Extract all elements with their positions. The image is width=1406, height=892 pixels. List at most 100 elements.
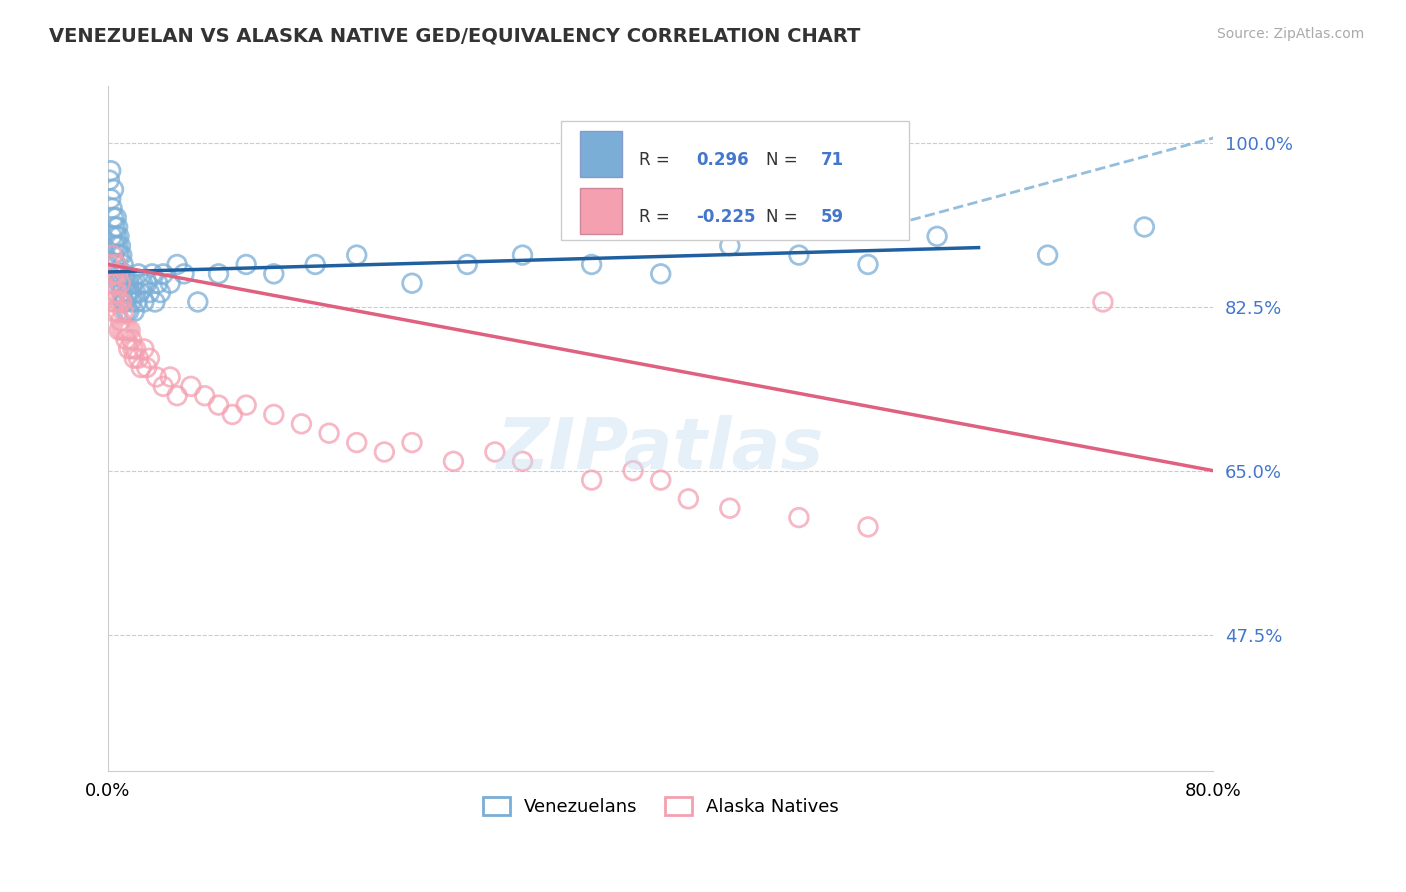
Point bbox=[122, 351, 145, 366]
Point bbox=[108, 248, 131, 262]
Point bbox=[104, 219, 127, 234]
Point bbox=[718, 238, 741, 252]
Point bbox=[114, 323, 136, 337]
Point bbox=[180, 379, 202, 393]
Point bbox=[166, 389, 188, 403]
Point bbox=[112, 304, 135, 318]
Point bbox=[111, 277, 134, 291]
Point bbox=[1133, 219, 1156, 234]
Point bbox=[110, 267, 132, 281]
Point bbox=[118, 277, 141, 291]
Point bbox=[121, 295, 143, 310]
Point bbox=[135, 360, 157, 375]
Point bbox=[103, 304, 125, 318]
Point bbox=[100, 277, 122, 291]
Point bbox=[678, 491, 700, 506]
Point bbox=[103, 211, 125, 225]
Point bbox=[718, 501, 741, 516]
Point bbox=[194, 389, 217, 403]
Point bbox=[235, 257, 257, 271]
Text: R =: R = bbox=[638, 151, 675, 169]
Text: N =: N = bbox=[766, 151, 803, 169]
Bar bbox=[581, 131, 621, 178]
Point bbox=[103, 248, 125, 262]
Bar bbox=[581, 187, 621, 234]
Point bbox=[121, 342, 143, 356]
Point bbox=[581, 473, 603, 487]
Point bbox=[98, 257, 121, 271]
Point bbox=[135, 277, 157, 291]
Text: Source: ZipAtlas.com: Source: ZipAtlas.com bbox=[1216, 27, 1364, 41]
Point bbox=[650, 267, 672, 281]
Point bbox=[107, 304, 129, 318]
Point bbox=[107, 267, 129, 281]
Point bbox=[122, 304, 145, 318]
Point bbox=[118, 304, 141, 318]
Point bbox=[125, 295, 148, 310]
Text: VENEZUELAN VS ALASKA NATIVE GED/EQUIVALENCY CORRELATION CHART: VENEZUELAN VS ALASKA NATIVE GED/EQUIVALE… bbox=[49, 27, 860, 45]
Text: 59: 59 bbox=[821, 208, 844, 226]
Point bbox=[107, 238, 129, 252]
Text: ZIPatlas: ZIPatlas bbox=[498, 415, 824, 483]
Point bbox=[856, 257, 879, 271]
Point bbox=[145, 370, 167, 384]
Point bbox=[101, 229, 124, 244]
Point bbox=[290, 417, 312, 431]
Point bbox=[484, 445, 506, 459]
Point bbox=[117, 285, 139, 300]
Point bbox=[856, 520, 879, 534]
Point bbox=[104, 238, 127, 252]
Point bbox=[103, 182, 125, 196]
Point bbox=[100, 192, 122, 206]
Point bbox=[346, 435, 368, 450]
Point bbox=[143, 295, 166, 310]
Point bbox=[401, 435, 423, 450]
Point bbox=[132, 342, 155, 356]
Point bbox=[149, 285, 172, 300]
Point bbox=[787, 510, 810, 524]
Point bbox=[111, 285, 134, 300]
Point bbox=[166, 257, 188, 271]
Text: 0.296: 0.296 bbox=[696, 151, 749, 169]
Text: R =: R = bbox=[638, 208, 675, 226]
Point bbox=[925, 229, 948, 244]
Point bbox=[101, 248, 124, 262]
Point bbox=[1036, 248, 1059, 262]
Point bbox=[456, 257, 478, 271]
Point bbox=[207, 398, 229, 412]
Point bbox=[512, 248, 534, 262]
Point bbox=[105, 257, 128, 271]
Point bbox=[304, 257, 326, 271]
Point bbox=[105, 257, 128, 271]
Point bbox=[443, 454, 465, 468]
Point bbox=[127, 351, 149, 366]
Point bbox=[138, 285, 160, 300]
Text: 71: 71 bbox=[821, 151, 844, 169]
Point bbox=[100, 163, 122, 178]
Point bbox=[131, 277, 153, 291]
Point bbox=[115, 304, 138, 318]
Point bbox=[107, 267, 129, 281]
Point bbox=[104, 295, 127, 310]
Point bbox=[173, 267, 195, 281]
Point bbox=[346, 248, 368, 262]
Point bbox=[103, 267, 125, 281]
Point bbox=[110, 238, 132, 252]
Point bbox=[650, 473, 672, 487]
Point bbox=[120, 323, 142, 337]
Text: N =: N = bbox=[766, 208, 803, 226]
Point bbox=[581, 257, 603, 271]
Point bbox=[138, 351, 160, 366]
Point bbox=[105, 211, 128, 225]
FancyBboxPatch shape bbox=[561, 120, 910, 240]
Point bbox=[112, 295, 135, 310]
Point bbox=[159, 370, 181, 384]
Point bbox=[112, 257, 135, 271]
Point bbox=[121, 277, 143, 291]
Point bbox=[512, 454, 534, 468]
Point bbox=[110, 314, 132, 328]
Point bbox=[104, 277, 127, 291]
Point bbox=[124, 285, 146, 300]
Point bbox=[401, 277, 423, 291]
Point bbox=[787, 248, 810, 262]
